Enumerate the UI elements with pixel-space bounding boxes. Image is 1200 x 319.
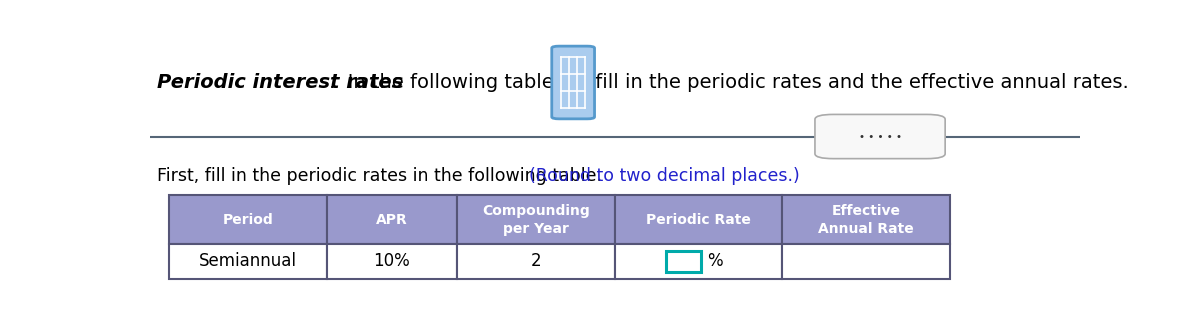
Bar bbox=[666, 251, 702, 272]
Text: Effective
Annual Rate: Effective Annual Rate bbox=[818, 204, 914, 236]
FancyBboxPatch shape bbox=[815, 115, 946, 159]
Text: Period: Period bbox=[222, 213, 274, 227]
Text: %: % bbox=[707, 252, 722, 271]
FancyBboxPatch shape bbox=[552, 46, 594, 119]
Text: Semiannual: Semiannual bbox=[199, 252, 296, 271]
Text: 10%: 10% bbox=[373, 252, 410, 271]
Text: Compounding
per Year: Compounding per Year bbox=[482, 204, 590, 236]
Text: Periodic Rate: Periodic Rate bbox=[647, 213, 751, 227]
Text: 2: 2 bbox=[530, 252, 541, 271]
Text: Periodic interest rates: Periodic interest rates bbox=[157, 73, 403, 92]
Text: (Round to two decimal places.): (Round to two decimal places.) bbox=[529, 167, 800, 185]
Text: .  In the following table,: . In the following table, bbox=[329, 73, 559, 92]
Text: First, fill in the periodic rates in the following table.: First, fill in the periodic rates in the… bbox=[157, 167, 613, 185]
Text: • • • • •: • • • • • bbox=[858, 131, 901, 142]
Text: APR: APR bbox=[376, 213, 408, 227]
Text: fill in the periodic rates and the effective annual rates.: fill in the periodic rates and the effec… bbox=[589, 73, 1129, 92]
